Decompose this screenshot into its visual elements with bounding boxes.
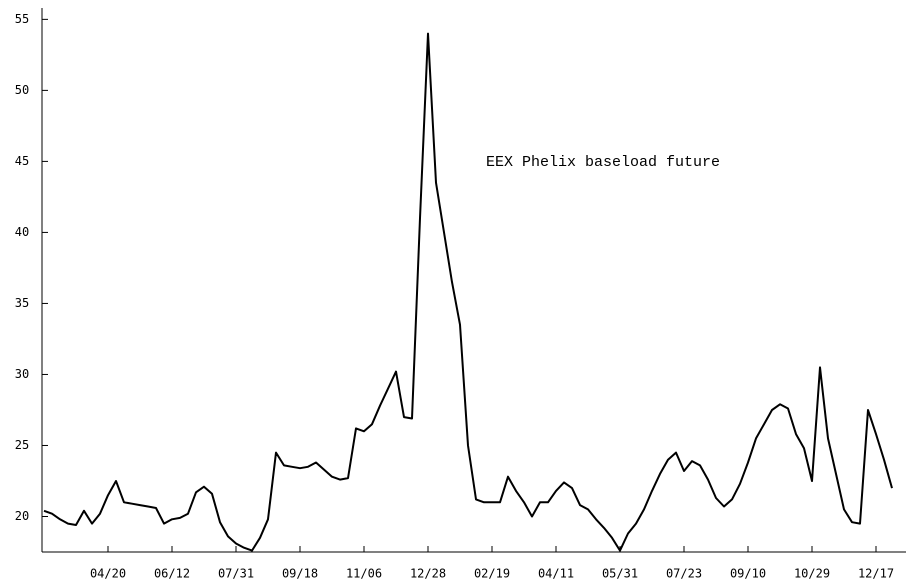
x-tick-label: 05/31	[602, 567, 638, 581]
x-tick-label: 02/19	[474, 567, 510, 581]
line	[43, 32, 893, 552]
y-tick-label: 35	[15, 296, 29, 310]
x-tick-label: 06/12	[154, 567, 190, 581]
y-tick-label: 25	[15, 438, 29, 452]
x-tick-label: 09/10	[730, 567, 766, 581]
y-tick-label: 30	[15, 367, 29, 381]
y-tick-label: 50	[15, 83, 29, 97]
y-tick-label: 55	[15, 12, 29, 26]
x-tick-label: 04/11	[538, 567, 574, 581]
x-tick-label: 04/20	[90, 567, 126, 581]
annotation: EEX Phelix baseload future	[486, 154, 720, 171]
x-tick-label: 09/18	[282, 567, 318, 581]
x-tick-label: 12/17	[858, 567, 894, 581]
x-tick-label: 11/06	[346, 567, 382, 581]
x-tick-label: 07/23	[666, 567, 702, 581]
y-tick-label: 20	[15, 509, 29, 523]
x-tick-label: 10/29	[794, 567, 830, 581]
x-tick-label: 12/28	[410, 567, 446, 581]
x-tick-label: 07/31	[218, 567, 254, 581]
y-tick-label: 45	[15, 154, 29, 168]
y-tick-label: 40	[15, 225, 29, 239]
